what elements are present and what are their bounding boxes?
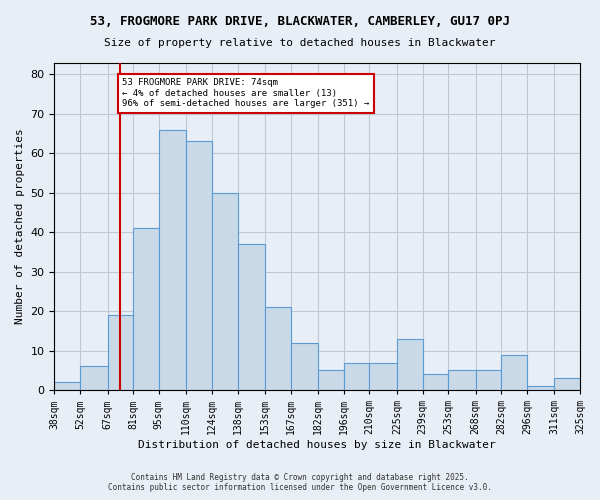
Bar (133, 228, 159, 390)
Bar (55, 382, 80, 390)
Bar (344, 362, 370, 390)
Y-axis label: Number of detached properties: Number of detached properties (15, 128, 25, 324)
Bar (527, 386, 554, 390)
Text: 53, FROGMORE PARK DRIVE, BLACKWATER, CAMBERLEY, GU17 0PJ: 53, FROGMORE PARK DRIVE, BLACKWATER, CAM… (90, 15, 510, 28)
Bar (448, 370, 476, 390)
Bar (159, 130, 186, 390)
Bar (501, 354, 527, 390)
Bar (397, 339, 422, 390)
Bar (370, 362, 397, 390)
Bar (238, 244, 265, 390)
Bar (476, 370, 501, 390)
Text: Contains HM Land Registry data © Crown copyright and database right 2025.
Contai: Contains HM Land Registry data © Crown c… (108, 473, 492, 492)
Text: 53 FROGMORE PARK DRIVE: 74sqm
← 4% of detached houses are smaller (13)
96% of se: 53 FROGMORE PARK DRIVE: 74sqm ← 4% of de… (122, 78, 370, 108)
Bar (422, 374, 448, 390)
Bar (290, 343, 318, 390)
Bar (186, 142, 212, 390)
Bar (265, 308, 290, 390)
Bar (107, 315, 133, 390)
Bar (212, 193, 238, 390)
Bar (80, 366, 107, 390)
Bar (554, 378, 580, 390)
Text: Size of property relative to detached houses in Blackwater: Size of property relative to detached ho… (104, 38, 496, 48)
Bar (318, 370, 344, 390)
X-axis label: Distribution of detached houses by size in Blackwater: Distribution of detached houses by size … (139, 440, 496, 450)
